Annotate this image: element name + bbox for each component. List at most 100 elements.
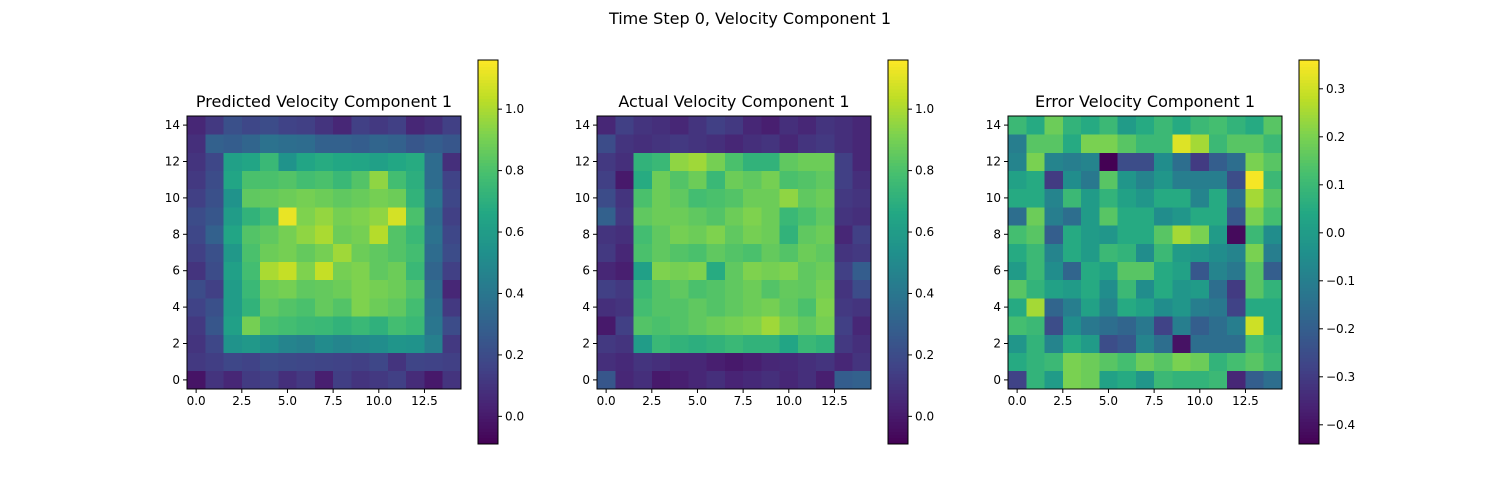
panel-error: Error Velocity Component 1 0.0 2.5 5.0 7.5 1… — [986, 59, 1355, 445]
colorbar-segment — [888, 204, 908, 208]
heatmap-cell — [1117, 243, 1137, 262]
colorbar-segment — [1299, 296, 1319, 301]
heatmap-cell — [1117, 261, 1137, 281]
colorbar-segment — [1299, 319, 1319, 323]
heatmap-cell — [724, 352, 744, 372]
colorbar-segment — [478, 351, 498, 355]
y-tick-label: 0 — [172, 373, 180, 387]
heatmap-cell — [1172, 243, 1192, 262]
heatmap-cell — [241, 334, 261, 353]
heatmap-cell — [278, 170, 297, 190]
colorbar-segment — [888, 239, 908, 243]
heatmap-cell — [688, 188, 707, 208]
colorbar-segment — [478, 210, 498, 215]
colorbar-tick-label: −0.3 — [1326, 370, 1355, 384]
heatmap-cell — [816, 188, 835, 208]
heatmap-cell — [1099, 170, 1118, 190]
heatmap-cell — [333, 352, 352, 372]
heatmap-cell — [651, 116, 671, 135]
heatmap-cell — [852, 279, 872, 299]
heatmap-cell — [333, 316, 352, 335]
colorbar-segment — [478, 188, 498, 192]
colorbar-segment — [1299, 133, 1319, 138]
x-tick-label: 5.0 — [278, 394, 297, 408]
heatmap-cell — [1008, 134, 1027, 153]
colorbar-segment — [1299, 229, 1319, 234]
heatmap-cell — [187, 352, 206, 372]
heatmap-cell — [1208, 225, 1228, 244]
colorbar-segment — [1299, 367, 1319, 371]
heatmap-cell — [1026, 116, 1045, 135]
heatmap-cell — [779, 152, 799, 171]
heatmap-cell — [369, 243, 389, 262]
heatmap-cell — [1135, 188, 1155, 208]
colorbar-segment — [478, 316, 498, 320]
heatmap-cell — [724, 370, 744, 390]
heatmap-cell — [1227, 298, 1246, 317]
heatmap-cell — [1154, 298, 1173, 317]
colorbar-segment — [478, 165, 498, 170]
heatmap-cell — [442, 279, 462, 299]
heatmap-cell — [187, 225, 206, 244]
heatmap-cell — [1227, 170, 1246, 190]
x-tick-label: 2.5 — [232, 394, 251, 408]
heatmap-cell — [1208, 298, 1228, 317]
colorbar-segment — [1299, 434, 1319, 439]
heatmap-cell — [205, 298, 224, 317]
heatmap-cell — [296, 279, 316, 299]
heatmap-cell — [797, 316, 817, 335]
colorbar-segment — [888, 328, 908, 333]
colorbar-segment — [478, 156, 498, 160]
heatmap-cell — [442, 316, 462, 335]
heatmap-cell — [779, 370, 799, 390]
colorbar-segment — [1299, 293, 1319, 298]
heatmap-cell — [1099, 370, 1118, 390]
heatmap-cell — [1208, 152, 1228, 171]
heatmap-cell — [743, 225, 762, 244]
heatmap-cell — [278, 134, 297, 153]
heatmap-cell — [1227, 243, 1246, 262]
colorbar-segment — [888, 140, 908, 144]
heatmap-cell — [1245, 134, 1265, 153]
heatmap-cell — [406, 134, 425, 153]
heatmap-cell — [706, 152, 726, 171]
colorbar-segment — [888, 82, 908, 87]
heatmap-cell — [761, 334, 781, 353]
heatmap-cell — [223, 316, 243, 335]
heatmap-cell — [597, 152, 616, 171]
heatmap-cell — [296, 261, 316, 281]
heatmap-cell — [1062, 243, 1082, 262]
colorbar-segment — [1299, 424, 1319, 429]
colorbar-segment — [888, 274, 908, 279]
heatmap-cell — [1117, 279, 1137, 299]
colorbar-segment — [478, 114, 498, 119]
heatmap-cell — [1227, 152, 1246, 171]
heatmap-cell — [761, 316, 781, 335]
y-tick-label: 6 — [172, 264, 180, 278]
heatmap-cell — [724, 152, 744, 171]
heatmap-cell — [314, 352, 334, 372]
heatmap-cell — [670, 352, 689, 372]
heatmap-cell — [369, 352, 389, 372]
x-axis: 0.0 2.5 5.0 7.5 10.0 12.5 — [597, 389, 848, 408]
colorbar-segment — [478, 424, 498, 429]
heatmap-cell — [296, 188, 316, 208]
colorbar-tick-label: 0.2 — [915, 348, 934, 362]
heatmap-cell — [442, 352, 462, 372]
colorbar-segment — [1299, 207, 1319, 211]
heatmap-cell — [241, 225, 261, 244]
heatmap-cell — [241, 188, 261, 208]
heatmap-cell — [1008, 170, 1027, 190]
heatmap-cell — [597, 298, 616, 317]
heatmap-cell — [1172, 352, 1192, 372]
heatmap-cell — [314, 298, 334, 317]
colorbar-tick-label: −0.1 — [1326, 274, 1355, 288]
heatmap-cell — [1099, 243, 1118, 262]
heatmap-cell — [852, 170, 872, 190]
colorbar-segment — [888, 396, 908, 400]
heatmap-cell — [852, 152, 872, 171]
colorbar-segment — [478, 274, 498, 279]
colorbar-segment — [1299, 392, 1319, 397]
heatmap-cell — [761, 207, 781, 226]
colorbar-segment — [478, 236, 498, 240]
